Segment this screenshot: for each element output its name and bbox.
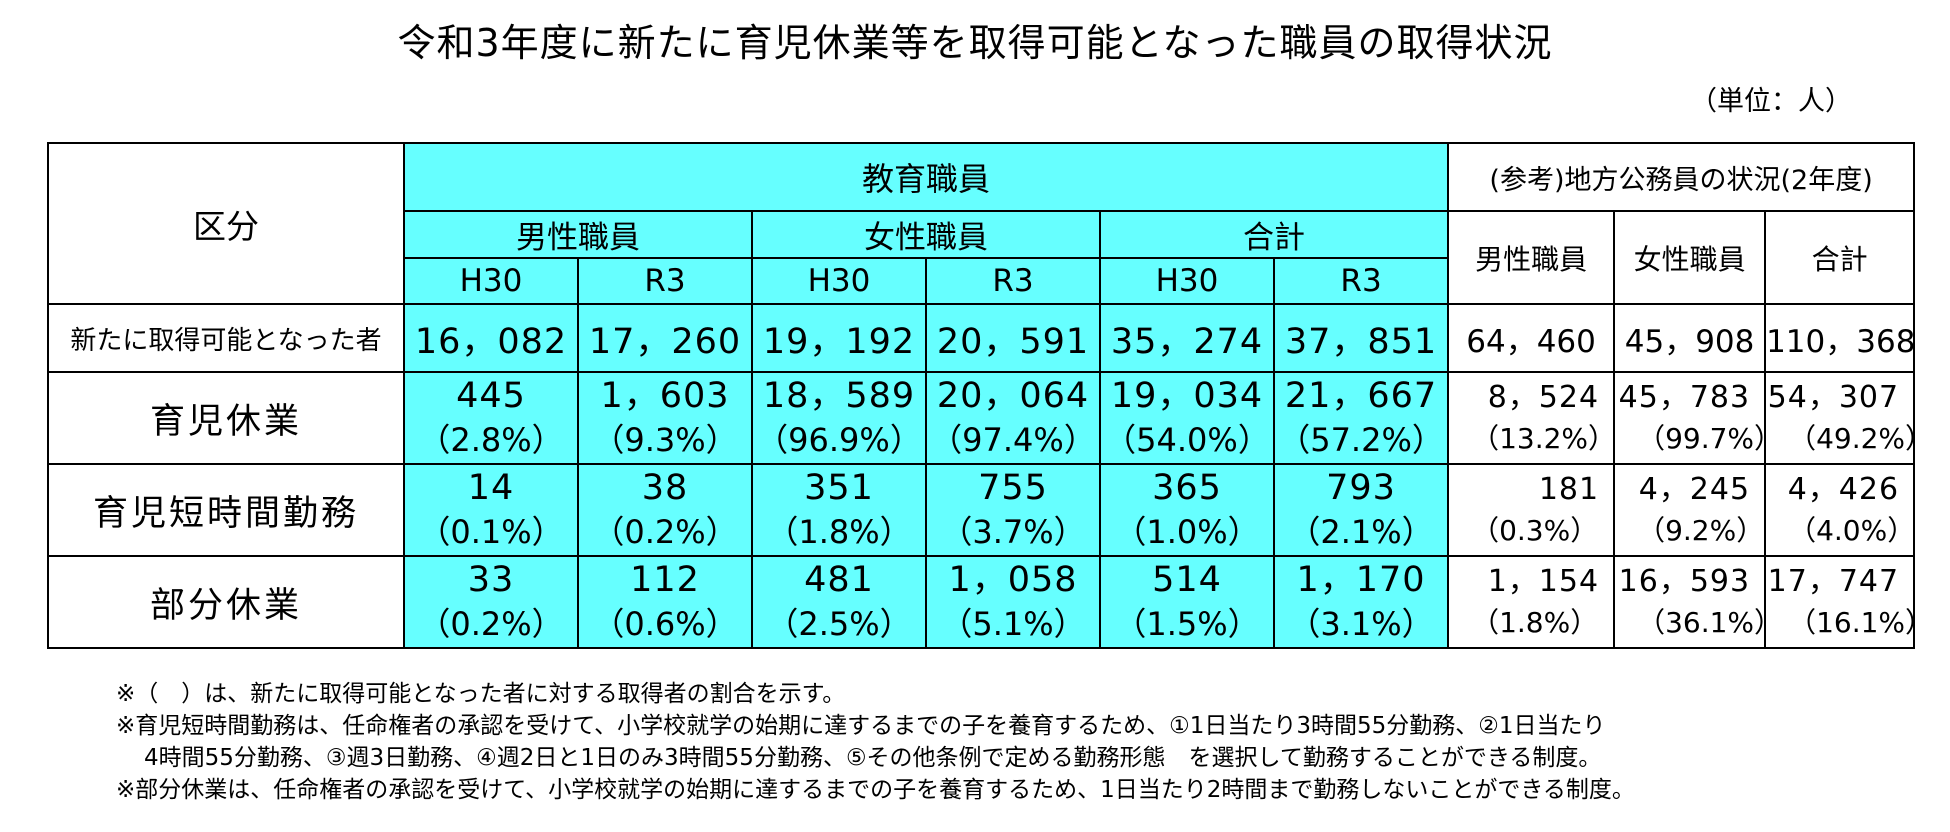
table-cell: 1，603 （9.3%） <box>577 371 753 465</box>
header-female-r3: R3 <box>925 257 1101 305</box>
table-cell: 1，170 （3.1%） <box>1272 555 1450 649</box>
table-cell: 755 （3.7%） <box>925 463 1101 557</box>
table-cell: 19，034 （54.0%） <box>1099 371 1275 465</box>
header-female: 女性職員 <box>751 210 1101 259</box>
table-cell: 17，747（16.1%） <box>1764 555 1916 649</box>
row-label: 新たに取得可能となった者 <box>47 303 405 373</box>
footnote-short-hours-2: 4時間55分勤務、③週3日勤務、④週2日と1日のみ3時間55分勤務、⑤その他条例… <box>144 745 1602 771</box>
header-total-r3: R3 <box>1272 257 1450 305</box>
table-cell: 16，082 <box>403 303 579 373</box>
footnote-percentage: ※（ ）は、新たに取得可能となった者に対する取得者の割合を示す。 <box>116 681 846 707</box>
table-cell: 110，368 <box>1764 303 1916 373</box>
table-cell: 14 （0.1%） <box>403 463 579 557</box>
table-cell: 793 （2.1%） <box>1272 463 1450 557</box>
table-cell: 4，426 （4.0%） <box>1764 463 1916 557</box>
table-cell: 481 （2.5%） <box>751 555 927 649</box>
table-cell: 8，524 （13.2%） <box>1447 371 1616 465</box>
table-cell: 351 （1.8%） <box>751 463 927 557</box>
row-label: 部分休業 <box>47 555 405 649</box>
table-cell: 45，783（99.7%） <box>1613 371 1767 465</box>
row-label: 育児休業 <box>47 371 405 465</box>
header-total-h30: H30 <box>1099 257 1275 305</box>
table-cell: 365 （1.0%） <box>1099 463 1275 557</box>
table-cell: 20，064 （97.4%） <box>925 371 1101 465</box>
table-cell: 37，851 <box>1272 303 1450 373</box>
header-male: 男性職員 <box>403 210 753 259</box>
header-male-r3: R3 <box>577 257 753 305</box>
header-category: 区分 <box>47 142 405 305</box>
table-row: 部分休業 33 （0.2%） 112 （0.6%） 481 （2.5%） 1，058 （… <box>47 555 1916 649</box>
header-ref-total: 合計 <box>1764 210 1916 305</box>
table-cell: 45，908 <box>1613 303 1767 373</box>
footnote-short-hours-1: ※育児短時間勤務は、任命権者の承認を受けて、小学校就学の始期に達するまでの子を養… <box>116 713 1606 739</box>
page-title: 令和3年度に新たに育児休業等を取得可能となった職員の取得状況 <box>397 21 1553 65</box>
footnotes: ※（ ）は、新たに取得可能となった者に対する取得者の割合を示す。 ※育児短時間勤… <box>116 678 1916 806</box>
table-cell: 35，274 <box>1099 303 1275 373</box>
header-total: 合計 <box>1098 210 1450 259</box>
table-cell: 181 （0.3%） <box>1447 463 1616 557</box>
row-label: 育児短時間勤務 <box>47 463 405 557</box>
table-cell: 445 （2.8%） <box>403 371 579 465</box>
table-cell: 64，460 <box>1447 303 1616 373</box>
header-education-staff: 教育職員 <box>402 142 1450 212</box>
header-reference: (参考)地方公務員の状況(2年度) <box>1447 142 1916 212</box>
table-cell: 20，591 <box>925 303 1101 373</box>
unit-label: （単位：人） <box>1690 86 1852 117</box>
table-row: 新たに取得可能となった者 16，082 17，260 19，192 20，591… <box>47 303 1916 373</box>
table-cell: 1，058 （5.1%） <box>925 555 1101 649</box>
table-cell: 4，245 （9.2%） <box>1613 463 1767 557</box>
table-cell: 17，260 <box>577 303 753 373</box>
header-ref-male: 男性職員 <box>1447 210 1616 305</box>
header-ref-female: 女性職員 <box>1613 210 1767 305</box>
table-cell: 16，593（36.1%） <box>1613 555 1767 649</box>
table-cell: 33 （0.2%） <box>403 555 579 649</box>
footnote-partial-leave: ※部分休業は、任命権者の承認を受けて、小学校就学の始期に達するまでの子を養育する… <box>116 777 1635 803</box>
table-cell: 54，307（49.2%） <box>1764 371 1916 465</box>
table-row: 育児短時間勤務 14 （0.1%） 38 （0.2%） 351 （1.8%） 755 （… <box>47 463 1916 557</box>
table-cell: 514 （1.5%） <box>1099 555 1275 649</box>
stats-table: 区分 教育職員 (参考)地方公務員の状況(2年度) 男性職員 女性職員 合計 男… <box>47 142 1916 649</box>
header-female-h30: H30 <box>751 257 927 305</box>
table-cell: 21，667 （57.2%） <box>1272 371 1450 465</box>
table-cell: 112 （0.6%） <box>577 555 753 649</box>
table-cell: 1，154 （1.8%） <box>1447 555 1616 649</box>
table-cell: 38 （0.2%） <box>577 463 753 557</box>
table-row: 育児休業 445 （2.8%） 1，603 （9.3%） 18，589 （96.9%）… <box>47 371 1916 465</box>
header-male-h30: H30 <box>403 257 579 305</box>
table-cell: 19，192 <box>751 303 927 373</box>
table-cell: 18，589 （96.9%） <box>751 371 927 465</box>
